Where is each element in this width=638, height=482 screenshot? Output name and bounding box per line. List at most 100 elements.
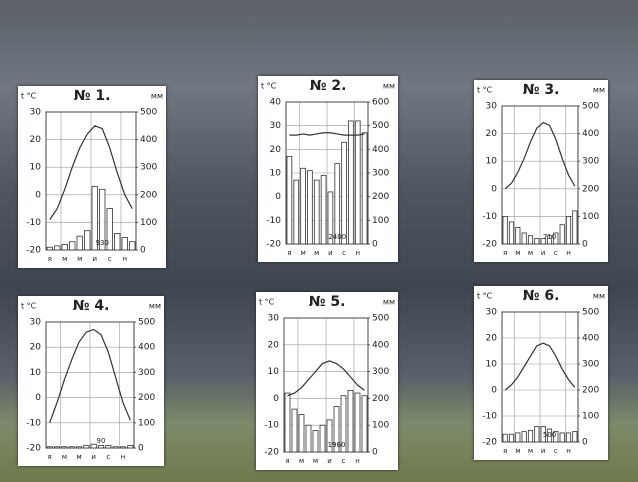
y2-tick-label: 300	[372, 169, 389, 179]
climate-chart: № 3. t °C мм -20 -10 0 10 20 30 0 100 200 300 400 500 я…	[474, 80, 608, 262]
precipitation-bar	[313, 179, 320, 245]
y-tick-label: -20	[266, 240, 281, 250]
chart-title: № 5.	[309, 294, 346, 310]
precipitation-bar	[559, 224, 565, 245]
temperature-line	[504, 121, 576, 190]
annual-precipitation: 1960	[328, 441, 346, 449]
y2-tick-label: 100	[372, 421, 389, 431]
chart-svg: № 4.t °C мм-20-1001020300100200300400500я…	[21, 298, 161, 461]
y2-tick-label: 0	[372, 448, 378, 458]
precipitation-bar	[546, 235, 553, 245]
y-tick-label: 20	[486, 334, 498, 344]
temperature-line	[287, 360, 365, 397]
y-tick-label: 20	[30, 135, 42, 145]
precipitation-bar	[354, 392, 361, 453]
precipitation-bar	[348, 120, 354, 245]
precipitation-bar	[327, 191, 334, 245]
y2-tick-label: 100	[372, 216, 389, 226]
precipitation-bar	[84, 230, 91, 251]
precipitation-bar	[546, 428, 553, 443]
precipitation-bar	[75, 446, 83, 449]
y-axis-label: t °C	[21, 302, 37, 311]
x-tick-label: м	[77, 255, 82, 263]
x-tick-label: н	[566, 447, 571, 455]
y2-tick-label: 0	[140, 246, 146, 256]
y2-axis-label: мм	[151, 92, 163, 101]
precipitation-bar	[54, 245, 61, 251]
plot-frame	[45, 321, 135, 449]
x-tick-label: и	[328, 249, 333, 257]
y2-tick-label: 400	[582, 334, 599, 344]
precipitation-bar	[572, 431, 578, 443]
precipitation-bar	[502, 215, 508, 245]
x-tick-label: м	[314, 249, 319, 257]
x-tick-label: с	[108, 255, 112, 263]
y2-tick-label: 500	[582, 308, 599, 318]
temperature-line	[504, 342, 576, 391]
precipitation-bar	[286, 156, 293, 245]
y2-tick-label: 100	[140, 218, 157, 228]
precipitation-bar	[90, 443, 97, 449]
annual-precipitation: 500	[543, 431, 556, 439]
precipitation-bar	[91, 186, 98, 251]
x-tick-label: я	[285, 457, 289, 465]
y2-tick-label: 300	[140, 163, 157, 173]
y2-tick-label: 500	[372, 314, 389, 324]
precipitation-bar	[127, 445, 134, 449]
x-tick-label: и	[541, 249, 546, 257]
y2-tick-label: 0	[582, 240, 588, 250]
precipitation-bar	[320, 174, 327, 245]
x-tick-label: м	[76, 453, 81, 461]
y2-tick-label: 100	[582, 412, 599, 422]
plot-frame	[283, 317, 369, 453]
precipitation-bar	[508, 433, 515, 443]
y2-axis-label: мм	[383, 82, 395, 91]
annual-precipitation: 90	[97, 437, 106, 445]
precipitation-bar	[312, 430, 319, 453]
precipitation-bar	[121, 237, 128, 251]
precipitation-bar	[106, 208, 113, 251]
precipitation-bar	[326, 419, 333, 453]
y-tick-label: 30	[270, 121, 282, 131]
precipitation-bar	[521, 232, 527, 245]
annual-precipitation: 710	[543, 233, 556, 241]
x-tick-label: м	[515, 249, 520, 257]
y2-tick-label: 300	[138, 368, 155, 378]
precipitation-bar	[112, 446, 119, 449]
y-tick-label: -10	[482, 412, 497, 422]
precipitation-bar	[553, 431, 559, 443]
x-tick-label: и	[327, 457, 332, 465]
x-tick-label: с	[342, 249, 346, 257]
y2-tick-label: 500	[138, 318, 155, 328]
x-tick-label: н	[122, 255, 127, 263]
y2-tick-label: 0	[582, 438, 588, 448]
x-tick-label: я	[48, 453, 52, 461]
plot-frame	[285, 101, 369, 245]
precipitation-bar	[333, 406, 340, 453]
climate-chart: № 5. t °C мм -20 -10 0 10 20 30 0 100 200 300 400 500 я…	[256, 292, 398, 470]
x-tick-label: м	[300, 249, 305, 257]
chart-title: № 3.	[523, 82, 560, 98]
precipitation-bar	[291, 408, 298, 453]
precipitation-bar	[341, 141, 347, 245]
y-tick-label: 0	[35, 393, 41, 403]
x-tick-label: н	[355, 457, 360, 465]
temperature-line	[49, 125, 133, 220]
y-tick-label: 30	[30, 318, 42, 328]
climate-chart: № 1. t °C мм -20 -10 0 10 20 30 0 100 200 300 400 500 я…	[18, 86, 166, 268]
y2-tick-label: 500	[372, 121, 389, 131]
precipitation-bar	[534, 425, 540, 443]
precipitation-bar	[53, 446, 61, 449]
y-tick-label: 0	[273, 394, 279, 404]
x-tick-label: м	[313, 457, 318, 465]
y-tick-label: 10	[30, 163, 42, 173]
precipitation-bar	[361, 132, 368, 245]
precipitation-bar	[68, 446, 75, 449]
y-tick-label: 10	[268, 367, 280, 377]
y2-tick-label: 100	[582, 212, 599, 222]
climate-chart: № 6. t °C мм -20 -10 0 10 20 30 0 100 200 300 400 500 я…	[474, 286, 608, 460]
y-tick-label: -10	[482, 212, 497, 222]
temperature-line	[49, 328, 131, 424]
precipitation-bar	[83, 445, 90, 449]
precipitation-bar	[540, 238, 546, 245]
